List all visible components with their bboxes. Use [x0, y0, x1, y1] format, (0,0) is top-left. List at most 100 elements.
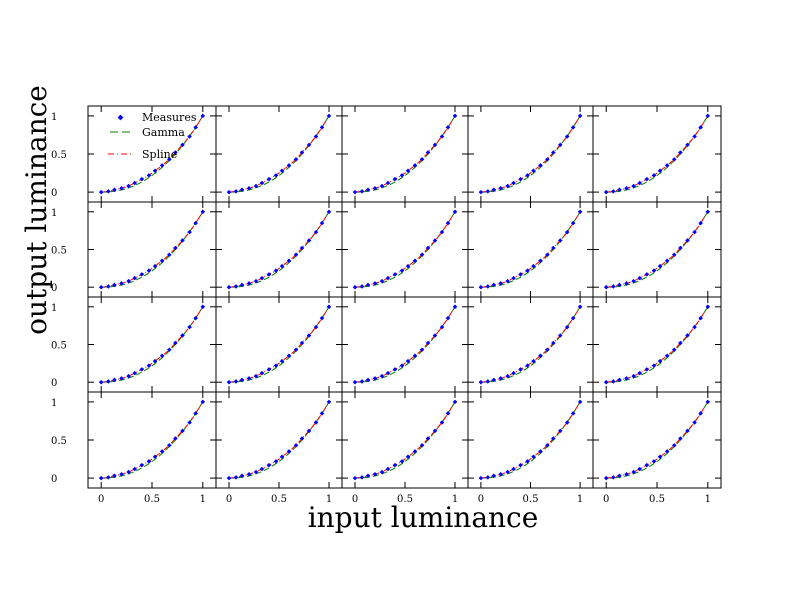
- measure-point: [577, 209, 583, 215]
- measure-point: [365, 473, 371, 479]
- panel-r1-c2: [341, 201, 469, 298]
- panel-frame: [341, 105, 469, 203]
- measure-point: [379, 278, 385, 284]
- measure-point: [525, 363, 530, 368]
- measure-point: [326, 399, 332, 405]
- measure-point: [226, 189, 232, 195]
- measure-point: [617, 282, 622, 288]
- measure-point: [478, 379, 484, 385]
- panel-r0-c3: [467, 105, 594, 203]
- measure-point: [273, 173, 279, 178]
- measure-point: [352, 284, 358, 290]
- series-spline-line: [480, 306, 581, 383]
- measure-point: [664, 163, 670, 168]
- measure-point: [326, 304, 332, 310]
- measure-point: [266, 176, 272, 182]
- measure-point: [279, 358, 285, 364]
- measure-point: [392, 367, 398, 372]
- measure-point: [200, 304, 206, 310]
- measure-point: [511, 275, 516, 281]
- measure-point: [326, 113, 332, 119]
- measure-point: [139, 462, 145, 468]
- panel-frame: [592, 296, 722, 393]
- measure-point: [692, 324, 697, 330]
- legend: Measures Gamma Spline: [108, 111, 197, 161]
- measure-point: [478, 189, 484, 195]
- measure-point: [531, 358, 536, 364]
- measure-point: [505, 469, 510, 475]
- measure-point: [159, 449, 165, 454]
- measure-point: [359, 189, 365, 194]
- measure-point: [279, 168, 285, 174]
- series-spline-line: [228, 115, 330, 193]
- panel-r3-c3: 0 0.5 1: [467, 391, 594, 505]
- measure-point: [452, 399, 458, 405]
- measure-point: [239, 187, 245, 193]
- measure-point: [478, 475, 484, 481]
- measure-point: [564, 324, 570, 330]
- series-gamma-line: [354, 115, 456, 193]
- measure-point: [624, 281, 629, 286]
- panel-r1-c4: [592, 201, 722, 298]
- measure-point: [372, 472, 378, 477]
- measure-point: [445, 411, 451, 416]
- measure-point: [603, 475, 609, 481]
- measure-point: [266, 367, 272, 372]
- panel-r0-c2: [341, 105, 469, 203]
- panel-frame: [592, 391, 722, 489]
- measure-point: [385, 466, 391, 472]
- measure-point: [253, 373, 259, 379]
- measure-point: [385, 275, 391, 281]
- measure-point: [419, 252, 425, 258]
- measure-point: [518, 272, 523, 277]
- measure-point: [485, 379, 491, 384]
- measure-point: [98, 379, 104, 385]
- measure-point: [685, 428, 690, 434]
- measure-point: [399, 268, 405, 273]
- measure-point: [631, 373, 636, 379]
- measure-point: [299, 245, 305, 251]
- x-tick-label: 1: [577, 494, 583, 505]
- panel-r1-c0: 00.51: [51, 201, 217, 298]
- series-spline-line: [606, 401, 709, 479]
- series-gamma-line: [228, 211, 330, 288]
- measure-point: [651, 363, 657, 368]
- measure-point: [313, 324, 319, 330]
- panel-r3-c2: 0 0.5 1: [341, 391, 469, 505]
- measure-point: [551, 340, 556, 346]
- measure-point: [405, 168, 411, 174]
- x-tick-label: 0: [98, 494, 104, 505]
- measure-point: [139, 272, 145, 277]
- measure-point: [412, 449, 418, 454]
- measure-point: [564, 420, 570, 425]
- y-axis-title: output luminance: [20, 85, 53, 335]
- measure-point: [193, 411, 198, 416]
- measure-point: [685, 333, 690, 338]
- series-gamma-line: [480, 211, 581, 288]
- measure-point: [657, 263, 663, 269]
- measure-point: [518, 462, 523, 468]
- measure-point: [159, 258, 165, 264]
- measure-point: [439, 420, 445, 425]
- series-gamma-line: [354, 401, 456, 479]
- measure-point: [98, 189, 104, 195]
- measure-point: [664, 353, 670, 359]
- legend-spline: Spline: [108, 148, 177, 161]
- y-tick-label: 0: [51, 188, 57, 199]
- series-spline-line: [354, 401, 456, 479]
- measure-point: [126, 469, 131, 475]
- measure-point: [452, 209, 458, 215]
- measure-point: [98, 475, 104, 481]
- measure-point: [678, 150, 683, 155]
- panel-frame: [467, 296, 594, 393]
- measure-point: [259, 275, 265, 281]
- series-spline-line: [101, 401, 204, 479]
- x-tick-label: 0: [603, 494, 609, 505]
- measure-point: [617, 187, 622, 193]
- legend-measures-label: Measures: [142, 111, 197, 124]
- measure-point: [531, 263, 536, 269]
- measure-point: [405, 454, 411, 460]
- measure-point: [657, 358, 663, 364]
- measure-point: [692, 134, 697, 139]
- series-gamma-line: [228, 115, 330, 193]
